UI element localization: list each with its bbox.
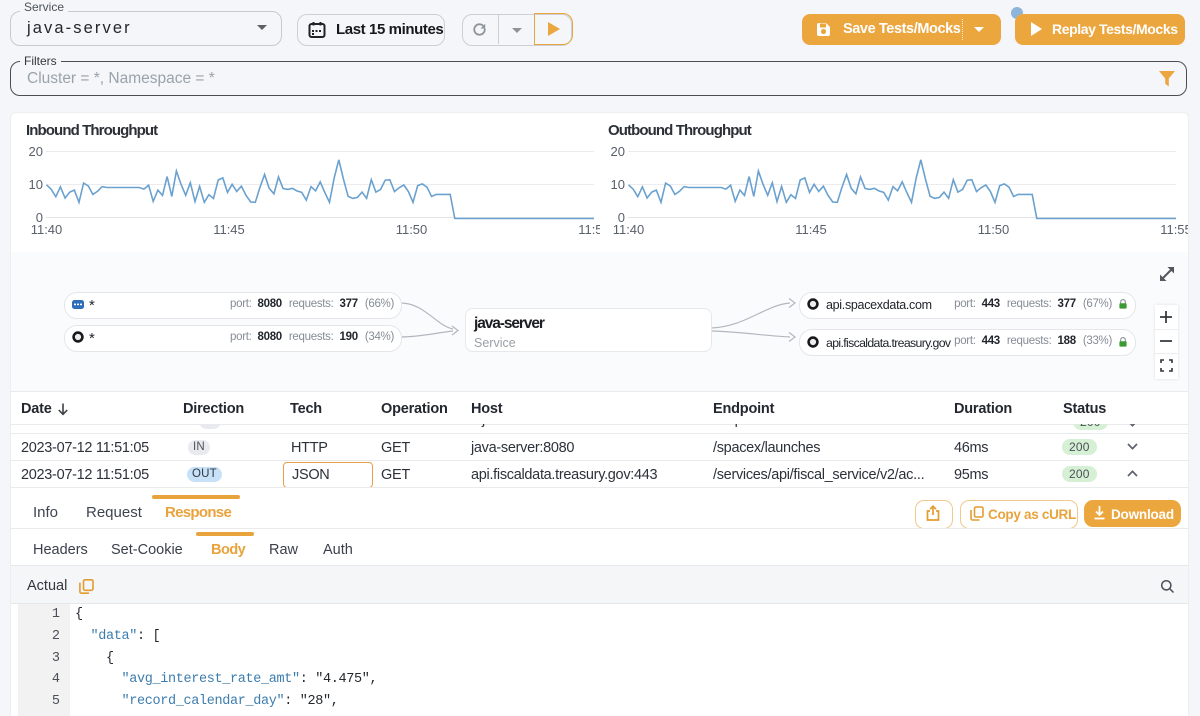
svg-text:11:45: 11:45	[795, 222, 827, 237]
svg-text:20: 20	[611, 144, 625, 159]
svg-text:11:50: 11:50	[978, 222, 1010, 237]
svg-text:20: 20	[29, 144, 43, 159]
svg-text:10: 10	[29, 177, 43, 192]
svg-text:11:55: 11:55	[1160, 222, 1188, 237]
svg-text:11:55: 11:55	[578, 222, 600, 237]
svg-text:11:40: 11:40	[613, 222, 645, 237]
svg-text:11:50: 11:50	[396, 222, 428, 237]
svg-text:11:45: 11:45	[213, 222, 245, 237]
svg-text:10: 10	[611, 177, 625, 192]
svg-text:11:40: 11:40	[31, 222, 63, 237]
svg-text:0: 0	[618, 210, 625, 225]
svg-text:0: 0	[36, 210, 43, 225]
